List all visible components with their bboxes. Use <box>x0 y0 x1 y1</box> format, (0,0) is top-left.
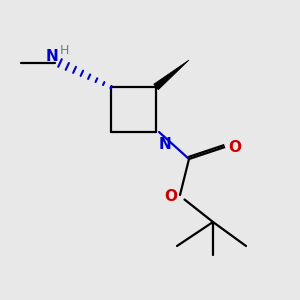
Text: O: O <box>164 189 177 204</box>
Text: H: H <box>60 44 69 57</box>
Text: O: O <box>229 140 242 154</box>
Text: N: N <box>158 136 171 152</box>
Text: N: N <box>46 50 59 64</box>
Polygon shape <box>154 60 189 90</box>
